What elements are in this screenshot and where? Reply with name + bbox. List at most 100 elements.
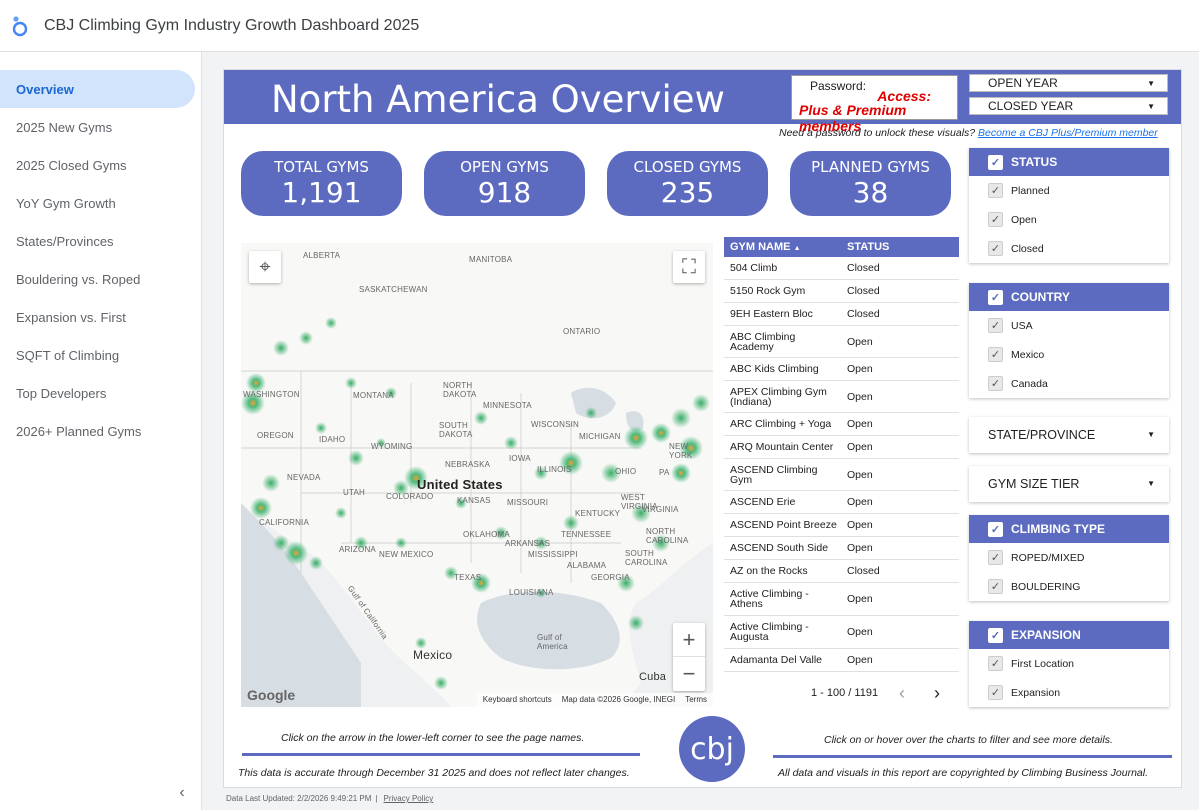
- nav-item-bouldering-vs-roped[interactable]: Bouldering vs. Roped: [16, 271, 141, 287]
- membership-link[interactable]: Become a CBJ Plus/Premium member: [978, 127, 1158, 139]
- map-label: IOWA: [509, 454, 531, 463]
- filter-option[interactable]: ✓ Closed: [969, 234, 1169, 263]
- gym-name-cell: 5150 Rock Gym: [730, 285, 806, 297]
- nav-item-2025-new-gyms[interactable]: 2025 New Gyms: [16, 119, 113, 135]
- table-row[interactable]: ASCEND South Side Open: [724, 537, 959, 560]
- nav-item-expansion-vs-first[interactable]: Expansion vs. First: [16, 309, 126, 325]
- map-label: SOUTH DAKOTA: [439, 421, 473, 439]
- map-label: VIRGINIA: [642, 505, 679, 514]
- table-row[interactable]: ASCEND Erie Open: [724, 491, 959, 514]
- chevron-left-icon[interactable]: ‹: [899, 683, 905, 703]
- map-label: NEW MEXICO: [379, 550, 434, 559]
- status-cell: Closed: [847, 262, 880, 274]
- table-header: GYM NAME ▲ STATUS: [724, 237, 959, 257]
- chevron-right-icon[interactable]: ›: [934, 683, 940, 703]
- table-row[interactable]: ARQ Mountain Center Open: [724, 436, 959, 459]
- keyboard-shortcuts-link[interactable]: Keyboard shortcuts: [482, 695, 552, 704]
- gym-name-cell: 504 Climb: [730, 262, 778, 274]
- nav-item-top-developers[interactable]: Top Developers: [16, 385, 107, 401]
- table-row[interactable]: ASCEND Point Breeze Open: [724, 514, 959, 537]
- status-cell: Open: [847, 542, 873, 554]
- map-label-country: Mexico: [413, 648, 453, 662]
- gym-table: GYM NAME ▲ STATUS 504 Climb Closed 5150 Ro…: [724, 237, 959, 672]
- zoom-in-button[interactable]: +: [673, 623, 705, 657]
- nav-item-yoy-gym-growth[interactable]: YoY Gym Growth: [16, 195, 116, 211]
- zoom-out-button[interactable]: −: [682, 661, 696, 686]
- terms-link[interactable]: Terms: [685, 695, 707, 704]
- table-row[interactable]: Adamanta Del Valle Open: [724, 649, 959, 672]
- gym-name-cell: ABC Kids Climbing: [730, 363, 819, 375]
- filter-header[interactable]: ✓ STATUS: [969, 148, 1169, 176]
- filter-option[interactable]: ✓ Planned: [969, 176, 1169, 205]
- chevron-left-icon[interactable]: ‹: [179, 784, 185, 801]
- filter-option[interactable]: ✓ Canada: [969, 369, 1169, 398]
- nav-item-2026-planned-gyms[interactable]: 2026+ Planned Gyms: [16, 423, 142, 439]
- map-label: OHIO: [615, 467, 637, 476]
- map-label: MINNESOTA: [483, 401, 532, 410]
- filter-option[interactable]: ✓ Mexico: [969, 340, 1169, 369]
- checkbox-checked-icon: ✓: [988, 685, 1003, 700]
- state-province-dropdown[interactable]: STATE/PROVINCE ▼: [969, 417, 1169, 453]
- table-row[interactable]: ASCEND Climbing Gym Open: [724, 459, 959, 491]
- status-cell: Open: [847, 593, 873, 605]
- status-bar: Data Last Updated: 2/2/2026 9:49:21 PM | P…: [226, 794, 433, 803]
- password-box[interactable]: Password: Access: Plus & Premium members: [791, 75, 958, 134]
- filter-option[interactable]: ✓ BOULDERING: [969, 572, 1169, 601]
- last-updated-text: Data Last Updated: 2/2/2026 9:49:21 PM: [226, 794, 372, 803]
- filter-option[interactable]: ✓ ROPED/MIXED: [969, 543, 1169, 572]
- table-row[interactable]: Active Climbing - Augusta Open: [724, 616, 959, 649]
- nav-item-overview[interactable]: Overview: [0, 70, 195, 108]
- map-label: ILLINOIS: [537, 465, 572, 474]
- filter-status: ✓ STATUS ✓ Planned ✓ Open ✓ Closed: [969, 148, 1169, 263]
- filter-header[interactable]: ✓ CLIMBING TYPE: [969, 515, 1169, 543]
- filter-option[interactable]: ✓ USA: [969, 311, 1169, 340]
- checkbox-checked-icon: ✓: [988, 154, 1003, 170]
- filter-header[interactable]: ✓ COUNTRY: [969, 283, 1169, 311]
- table-row[interactable]: 504 Climb Closed: [724, 257, 959, 280]
- status-cell: Open: [847, 496, 873, 508]
- gym-name-cell: Active Climbing - Augusta: [730, 621, 809, 643]
- column-header-status[interactable]: STATUS: [847, 241, 890, 253]
- filter-header[interactable]: ✓ EXPANSION: [969, 621, 1169, 649]
- fullscreen-icon[interactable]: ⛶: [673, 251, 705, 283]
- caret-down-icon: ▼: [1147, 102, 1155, 111]
- table-row[interactable]: ABC Kids Climbing Open: [724, 358, 959, 381]
- filter-option[interactable]: ✓ Open: [969, 205, 1169, 234]
- table-row[interactable]: ABC Climbing Academy Open: [724, 326, 959, 358]
- map-label: ALABAMA: [567, 561, 607, 570]
- gym-name-cell: 9EH Eastern Bloc: [730, 308, 813, 320]
- table-row[interactable]: 9EH Eastern Bloc Closed: [724, 303, 959, 326]
- table-row[interactable]: 5150 Rock Gym Closed: [724, 280, 959, 303]
- nav-item-states-provinces[interactable]: States/Provinces: [16, 233, 114, 249]
- status-cell: Open: [847, 390, 873, 403]
- caret-down-icon: ▼: [1147, 79, 1155, 88]
- looker-studio-logo-icon[interactable]: [10, 14, 30, 38]
- filter-option[interactable]: ✓ Expansion: [969, 678, 1169, 707]
- gym-size-tier-dropdown[interactable]: GYM SIZE TIER ▼: [969, 466, 1169, 502]
- heatmap-map[interactable]: ALBERTA MANITOBA SASKATCHEWAN ONTARIO WA…: [241, 243, 713, 707]
- table-row[interactable]: APEX Climbing Gym (Indiana) Open: [724, 381, 959, 413]
- filter-option[interactable]: ✓ First Location: [969, 649, 1169, 678]
- kpi-label: CLOSED GYMS: [633, 158, 742, 176]
- footer-note-left: Click on the arrow in the lower-left cor…: [281, 732, 585, 744]
- table-row[interactable]: AZ on the Rocks Closed: [724, 560, 959, 583]
- table-row[interactable]: Active Climbing - Athens Open: [724, 583, 959, 616]
- gym-name-cell: ASCEND Climbing Gym: [730, 463, 818, 486]
- table-row[interactable]: ARC Climbing + Yoga Open: [724, 413, 959, 436]
- map-label: OKLAHOMA: [463, 530, 510, 539]
- open-year-dropdown[interactable]: OPEN YEAR ▼: [969, 74, 1168, 92]
- map-label: GEORGIA: [591, 573, 630, 582]
- filter-country: ✓ COUNTRY ✓ USA ✓ Mexico ✓ Canada: [969, 283, 1169, 398]
- map-label: ARKANSAS: [505, 539, 551, 548]
- map-label: NEVADA: [287, 473, 321, 482]
- column-header-gym-name[interactable]: GYM NAME ▲: [730, 241, 801, 253]
- checkbox-checked-icon: ✓: [988, 241, 1003, 256]
- nav-item-2025-closed-gyms[interactable]: 2025 Closed Gyms: [16, 157, 127, 173]
- closed-year-dropdown[interactable]: CLOSED YEAR ▼: [969, 97, 1168, 115]
- kpi-value: 38: [852, 176, 889, 209]
- map-locate-icon[interactable]: ⌖: [249, 251, 281, 283]
- nav-item-sqft-of-climbing[interactable]: SQFT of Climbing: [16, 347, 120, 363]
- privacy-policy-link[interactable]: Privacy Policy: [383, 794, 434, 803]
- status-cell: Open: [847, 363, 873, 375]
- checkbox-checked-icon: ✓: [988, 521, 1003, 537]
